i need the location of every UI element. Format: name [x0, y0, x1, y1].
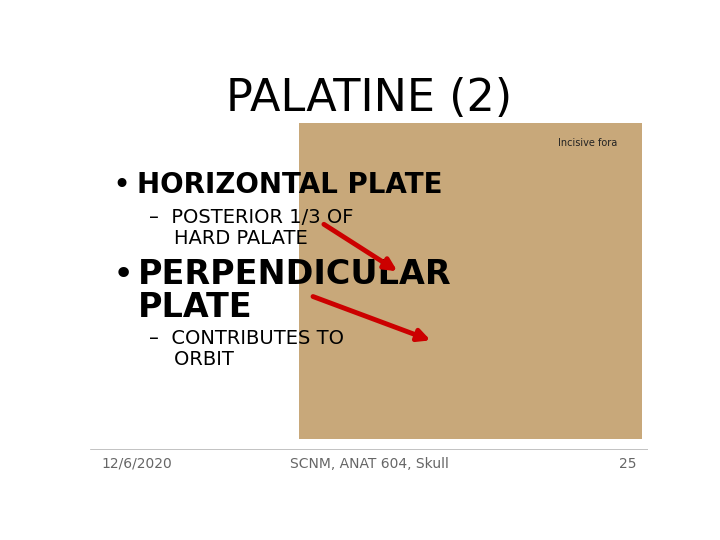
Text: •: •: [112, 258, 134, 292]
Text: ORBIT: ORBIT: [148, 349, 233, 369]
FancyArrowPatch shape: [324, 224, 393, 268]
Text: •: •: [112, 171, 130, 200]
Text: –  CONTRIBUTES TO: – CONTRIBUTES TO: [148, 329, 343, 348]
Text: Incisive fora: Incisive fora: [558, 138, 617, 147]
Text: –  POSTERIOR 1/3 OF: – POSTERIOR 1/3 OF: [148, 208, 353, 227]
Bar: [300, 123, 642, 439]
Text: 25: 25: [619, 457, 637, 471]
Text: HORIZONTAL PLATE: HORIZONTAL PLATE: [138, 171, 443, 199]
Text: PALATINE (2): PALATINE (2): [226, 77, 512, 119]
Text: PLATE: PLATE: [138, 292, 252, 325]
FancyArrowPatch shape: [313, 296, 426, 340]
Text: PERPENDICULAR: PERPENDICULAR: [138, 258, 451, 291]
Text: 12/6/2020: 12/6/2020: [101, 457, 172, 471]
Text: HARD PALATE: HARD PALATE: [148, 229, 307, 248]
Text: SCNM, ANAT 604, Skull: SCNM, ANAT 604, Skull: [289, 457, 449, 471]
